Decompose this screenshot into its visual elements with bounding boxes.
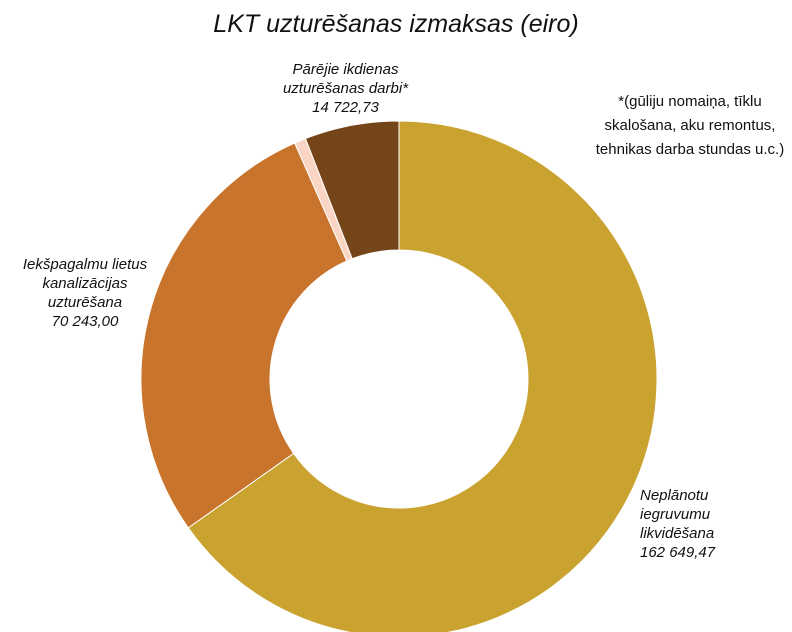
category-label: Iekšpagalmu lietus kanalizācijas uzturēš…: [22, 256, 148, 311]
annotation: *(gūliju nomaiņa, tīklu skalošana, aku r…: [595, 93, 785, 158]
chart-title: LKT uzturēšanas izmaksas (eiro): [213, 10, 579, 38]
value-label: 162 649,47: [640, 544, 716, 561]
slice-label: Neplānotu iegruvumu likvidēšana 162 649,…: [640, 486, 760, 562]
slice: [140, 142, 348, 529]
category-label: Neplānotu iegruvumu likvidēšana: [640, 487, 715, 542]
value-label: 70 243,00: [51, 313, 119, 330]
category-label: Pārējie ikdienas uzturēšanas darbi*: [282, 61, 409, 97]
value-label: 14 722,73: [312, 99, 379, 116]
slice-label: Pārējie ikdienas uzturēšanas darbi* 14 7…: [258, 60, 433, 117]
slice: [187, 120, 658, 632]
slice: [304, 120, 400, 260]
slice-label: Iekšpagalmu lietus kanalizācijas uzturēš…: [5, 255, 165, 331]
